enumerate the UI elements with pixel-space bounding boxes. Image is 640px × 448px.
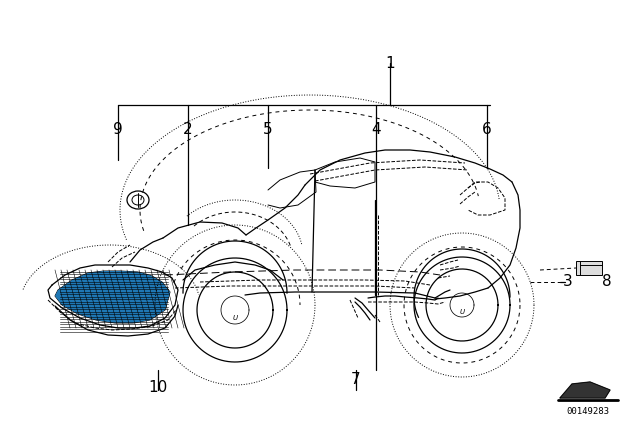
Text: 3: 3: [563, 275, 573, 289]
FancyBboxPatch shape: [576, 261, 602, 275]
Text: U: U: [232, 315, 237, 321]
Polygon shape: [560, 382, 610, 398]
Text: 10: 10: [148, 380, 168, 396]
Text: 8: 8: [602, 275, 612, 289]
Polygon shape: [55, 271, 170, 323]
Text: 9: 9: [113, 122, 123, 138]
Text: 1: 1: [385, 56, 395, 70]
Text: 5: 5: [263, 122, 273, 138]
Polygon shape: [55, 271, 170, 323]
Text: 2: 2: [183, 122, 193, 138]
Text: 00149283: 00149283: [566, 408, 609, 417]
Text: U: U: [460, 309, 465, 315]
Text: 6: 6: [482, 122, 492, 138]
Text: 7: 7: [351, 372, 361, 388]
Text: 4: 4: [371, 122, 381, 138]
